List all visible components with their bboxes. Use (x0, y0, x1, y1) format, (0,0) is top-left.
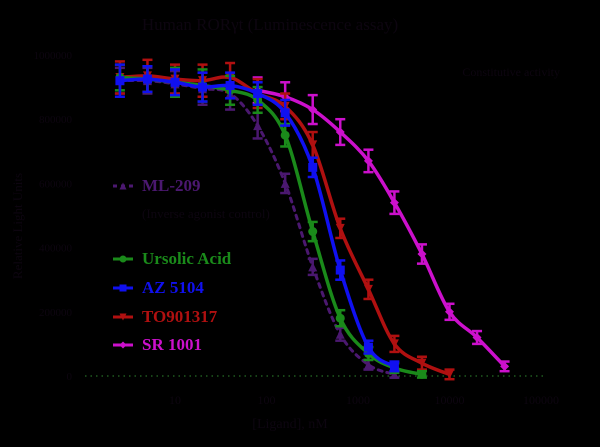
square-marker-icon (335, 265, 345, 275)
diamond-marker-icon (335, 127, 345, 137)
diamond-marker-icon (445, 307, 454, 317)
y-tick-label: 600000 (39, 178, 73, 190)
triangle-up-marker-icon (363, 360, 373, 370)
triangle-up-marker-icon (389, 369, 399, 379)
circle-marker-icon (417, 369, 427, 379)
circle-marker-icon (119, 255, 127, 263)
legend-item-sr-1001: SR 1001 (113, 335, 202, 354)
x-axis-label: [Ligand], nM (252, 417, 328, 432)
triangle-down-marker-icon (119, 313, 127, 321)
y-tick-label: 0 (67, 371, 73, 383)
x-tick-label: 10 (169, 393, 181, 407)
triangle-down-marker-icon (363, 284, 373, 294)
square-marker-icon (280, 108, 290, 118)
y-tick-label: 1000000 (34, 50, 73, 62)
square-marker-icon (142, 74, 152, 84)
x-tick-label: 100 (258, 393, 276, 407)
diamond-marker-icon (389, 198, 399, 208)
legend-item-ursolic-acid: Ursolic Acid (113, 249, 232, 268)
fit-curve (119, 77, 396, 368)
x-tick-label: 10000 (435, 393, 465, 407)
diamond-marker-icon (417, 249, 427, 259)
circle-marker-icon (308, 227, 318, 237)
triangle-down-marker-icon (308, 140, 318, 150)
triangle-up-marker-icon (253, 121, 263, 131)
triangle-down-marker-icon (417, 358, 427, 368)
circle-marker-icon (335, 313, 345, 323)
legend-sublabel: (Inverse agonist control) (142, 206, 270, 221)
square-marker-icon (308, 162, 318, 172)
legend-label: SR 1001 (142, 335, 202, 354)
y-tick-label: 400000 (39, 243, 73, 255)
legend: ML-209 (Inverse agonist control) Ursolic A… (113, 176, 270, 354)
triangle-up-marker-icon (308, 262, 318, 272)
constitutive-activity-annotation: Constitutive activity (462, 65, 560, 79)
legend-label: Ursolic Acid (142, 249, 232, 268)
square-marker-icon (198, 82, 208, 92)
x-axis-ticks: 10 100 1000 10000 100000 (169, 393, 559, 407)
legend-label: ML-209 (142, 176, 201, 195)
fit-curve (257, 88, 506, 368)
legend-label: AZ 5104 (142, 278, 204, 297)
square-marker-icon (253, 89, 263, 99)
series-layer (114, 58, 510, 381)
legend-item-to901317: TO901317 (113, 307, 218, 326)
triangle-down-marker-icon (389, 339, 399, 349)
y-axis-title: Relative Light Units (10, 173, 25, 279)
triangle-up-marker-icon (335, 329, 345, 339)
y-axis-label: Relative Light Units (10, 173, 25, 279)
square-marker-icon (363, 342, 373, 352)
diamond-marker-icon (500, 361, 510, 371)
circle-marker-icon (280, 130, 290, 140)
y-tick-label: 200000 (39, 307, 73, 319)
legend-item-ml-209: ML-209 (Inverse agonist control) (113, 176, 270, 221)
legend-item-az-5104: AZ 5104 (113, 278, 204, 297)
square-marker-icon (115, 76, 125, 86)
triangle-down-marker-icon (445, 369, 454, 379)
square-marker-icon (170, 77, 180, 87)
legend-label: TO901317 (142, 307, 218, 326)
square-marker-icon (119, 284, 127, 292)
square-marker-icon (225, 80, 235, 90)
diamond-marker-icon (308, 105, 318, 115)
triangle-up-marker-icon (119, 182, 127, 190)
x-tick-label: 1000 (346, 393, 370, 407)
square-marker-icon (389, 361, 399, 371)
diamond-marker-icon (363, 156, 373, 166)
y-axis-ticks: 1000000 800000 600000 400000 200000 0 (34, 50, 73, 383)
diamond-marker-icon (472, 332, 482, 342)
chart-title: Human RORγt (Luminescence assay) (142, 15, 398, 34)
triangle-down-marker-icon (335, 223, 345, 233)
series-az-5104 (114, 63, 400, 373)
triangle-up-marker-icon (280, 178, 290, 188)
diamond-marker-icon (119, 341, 127, 349)
y-tick-label: 800000 (39, 114, 73, 126)
x-tick-label: 100000 (523, 393, 559, 407)
